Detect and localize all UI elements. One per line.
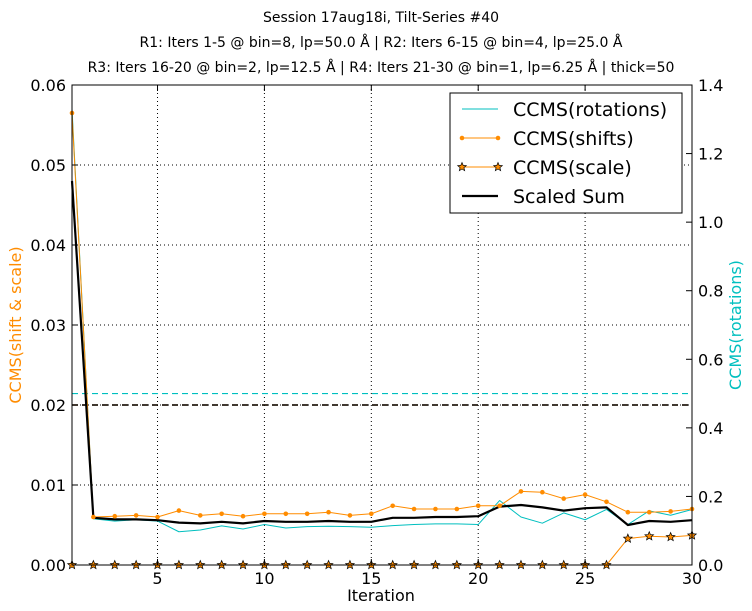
legend-label-scale: CCMS(scale) — [513, 157, 632, 179]
data-point — [433, 506, 438, 512]
data-point — [540, 489, 545, 495]
y-axis-label-left: CCMS(shift & scale) — [6, 246, 25, 403]
data-point — [622, 533, 634, 543]
data-point — [155, 514, 160, 520]
data-point — [91, 514, 96, 520]
data-point — [133, 513, 139, 518]
y-tick-label-right: 0.4 — [698, 419, 723, 438]
series-line — [71, 112, 693, 518]
data-point — [240, 513, 246, 519]
data-point — [411, 506, 417, 512]
legend-sample-marker — [495, 135, 501, 141]
series-line — [71, 108, 693, 533]
y-tick-label-right: 1.4 — [698, 76, 723, 95]
chart-title-line-1: Session 17aug18i, Tilt-Series #40 — [263, 10, 499, 26]
data-point — [304, 511, 310, 517]
data-point — [561, 496, 567, 501]
y-tick-label-left: 0.03 — [30, 316, 66, 335]
y-tick-label-right: 0.6 — [698, 350, 723, 369]
data-point — [646, 509, 652, 515]
y-tick-label-right: 0.8 — [698, 282, 723, 301]
data-point — [219, 511, 224, 517]
y-tick-label-left: 0.01 — [30, 476, 66, 495]
y-tick-label-left: 0.00 — [30, 556, 66, 575]
data-point — [604, 499, 609, 505]
data-point — [668, 509, 673, 514]
data-point — [390, 503, 395, 509]
data-point — [369, 511, 374, 517]
data-point — [112, 513, 118, 519]
data-point — [326, 509, 331, 515]
y-tick-label-right: 0.2 — [698, 487, 723, 506]
legend-sample-marker — [459, 135, 465, 141]
data-point — [262, 511, 267, 517]
axis-ticks: 5 10 15 20 25 30 0.00 0.01 0.02 0.03 0.04 0.05 0.06 0… — [30, 76, 723, 588]
y-tick-label-left: 0.04 — [30, 236, 66, 255]
legend: CCMS(rotations) CCMS(shifts) CCMS(scale)… — [449, 92, 683, 214]
x-tick-label: 5 — [152, 569, 162, 588]
legend-sample-marker — [492, 161, 504, 172]
chart-title-line-3: R3: Iters 16-20 @ bin=2, lp=12.5 Å | R4:… — [88, 59, 675, 76]
data-point — [454, 506, 460, 512]
data-point — [475, 503, 481, 509]
x-tick-label: 30 — [682, 569, 702, 588]
y-tick-label-left: 0.06 — [30, 76, 66, 95]
y-tick-label-left: 0.02 — [30, 396, 66, 415]
legend-samples — [456, 108, 504, 198]
x-tick-label: 25 — [575, 569, 595, 588]
y-axis-label-right: CCMS(rotations) — [726, 260, 745, 390]
legend-label-rotations: CCMS(rotations) — [513, 99, 667, 121]
data-point — [347, 513, 353, 518]
data-point — [644, 530, 655, 541]
data-point — [518, 489, 524, 494]
legend-label-scaled-sum: Scaled Sum — [513, 186, 625, 208]
data-point — [197, 513, 203, 518]
x-tick-label: 15 — [361, 569, 381, 588]
data-point — [582, 492, 588, 497]
x-tick-label: 20 — [468, 569, 488, 588]
data-point — [665, 531, 676, 542]
chart-title-line-2: R1: Iters 1-5 @ bin=8, lp=50.0 Å | R2: I… — [140, 34, 623, 51]
legend-sample-marker — [456, 161, 468, 172]
legend-box — [449, 92, 683, 214]
reference-lines — [72, 392, 692, 406]
y-tick-label-right: 1.0 — [698, 213, 723, 232]
data-point — [283, 511, 289, 517]
data-point — [176, 508, 182, 513]
series-line — [70, 180, 693, 527]
x-axis-label: Iteration — [347, 586, 415, 605]
y-tick-label-right: 0.0 — [698, 556, 723, 575]
y-tick-label-right: 1.2 — [698, 145, 723, 164]
y-tick-label-left: 0.05 — [30, 156, 66, 175]
data-point — [497, 503, 502, 509]
data-point — [625, 509, 631, 515]
legend-label-shifts: CCMS(shifts) — [513, 128, 634, 150]
x-tick-label: 10 — [254, 569, 274, 588]
